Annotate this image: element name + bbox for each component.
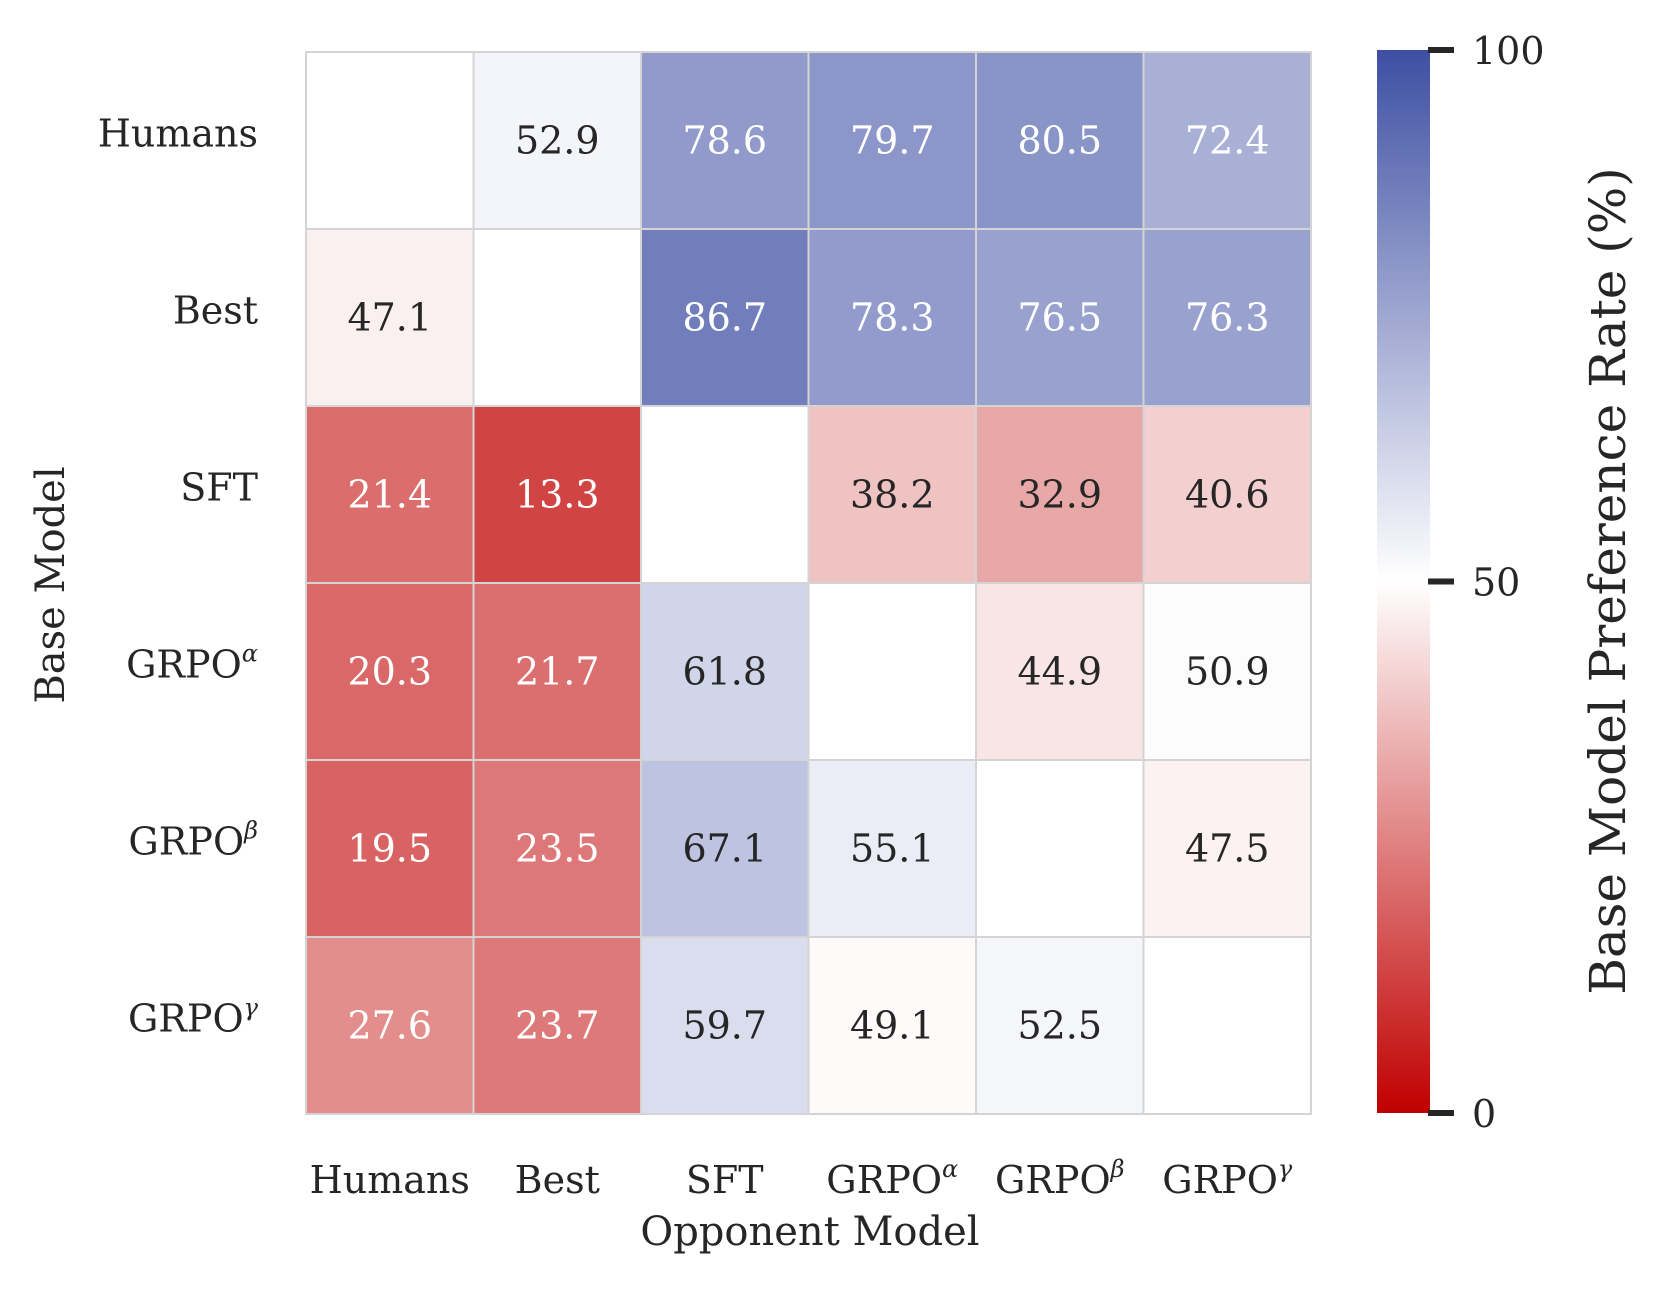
colorbar: 0 50 100 Base Model Preference Rate (%) [1377, 29, 1637, 1136]
heatmap-cell [472, 228, 642, 407]
heatmap-cell [975, 759, 1145, 938]
colorbar-tick-label: 50 [1472, 561, 1520, 605]
heatmap-cell [807, 51, 977, 230]
heatmap-cell [472, 759, 642, 938]
heatmap-cell [975, 405, 1145, 584]
cell-value-label: 49.1 [850, 1004, 935, 1048]
heatmap-cell [1142, 582, 1312, 761]
heatmap-cell [640, 759, 810, 938]
colorbar-tick-label: 100 [1472, 29, 1545, 73]
cell-value-label: 86.7 [682, 296, 767, 340]
cell-value-label: 40.6 [1185, 473, 1270, 517]
cell-value-label: 27.6 [347, 1004, 432, 1048]
heatmap-cell [472, 582, 642, 761]
cell-value-label: 47.1 [347, 296, 432, 340]
colorbar-gradient [1377, 50, 1430, 1113]
cell-value-label: 72.4 [1185, 119, 1270, 163]
cell-value-label: 79.7 [850, 119, 935, 163]
y-tick-label: GRPOβ [128, 817, 258, 864]
x-tick-label: GRPOγ [1162, 1155, 1293, 1202]
cell-value-label: 21.7 [515, 650, 600, 694]
heatmap-cell [305, 51, 475, 230]
heatmap-cell [472, 936, 642, 1115]
heatmap-cell [640, 51, 810, 230]
heatmap-cell [305, 582, 475, 761]
cell-value-label: 32.9 [1017, 473, 1102, 517]
cell-value-label: 76.5 [1017, 296, 1102, 340]
cell-value-label: 76.3 [1185, 296, 1270, 340]
cell-value-label: 50.9 [1185, 650, 1270, 694]
cell-value-label: 67.1 [682, 827, 767, 871]
x-tick-label: GRPOβ [995, 1155, 1125, 1202]
heatmap-cell [1142, 759, 1312, 938]
y-tick-label: GRPOα [126, 640, 258, 687]
cell-value-label: 21.4 [347, 473, 432, 517]
cell-value-label: 80.5 [1017, 119, 1102, 163]
heatmap-cell [807, 405, 977, 584]
cell-value-label: 38.2 [850, 473, 935, 517]
y-tick-label: SFT [180, 466, 258, 510]
heatmap-cell [807, 228, 977, 407]
colorbar-tick-label: 0 [1472, 1092, 1496, 1136]
cell-value-label: 52.9 [515, 119, 600, 163]
x-tick-label: SFT [686, 1158, 764, 1202]
colorbar-label: Base Model Preference Rate (%) [1579, 167, 1637, 995]
heatmap-cell [640, 936, 810, 1115]
y-tick-label: Best [173, 289, 258, 333]
x-tick-label: Humans [310, 1158, 470, 1202]
cell-value-label: 19.5 [347, 827, 432, 871]
heatmap-cell [1142, 936, 1312, 1115]
cell-value-label: 23.7 [515, 1004, 600, 1048]
heatmap-cell [305, 228, 475, 407]
heatmap-cell [807, 936, 977, 1115]
heatmap-cell [1142, 405, 1312, 584]
y-tick-label: Humans [98, 112, 258, 156]
cell-value-label: 55.1 [850, 827, 935, 871]
heatmap-cell-labels: 52.9 78.6 79.7 80.5 72.4 47.1 86.7 78.3 76.5 76.3… [347, 119, 1269, 1048]
x-tick-label: GRPOα [826, 1155, 958, 1202]
heatmap-cell [807, 582, 977, 761]
y-axis-label: Base Model [28, 466, 74, 703]
heatmap-cell [472, 405, 642, 584]
heatmap-cell [640, 582, 810, 761]
heatmap-cell [1142, 228, 1312, 407]
cell-value-label: 52.5 [1017, 1004, 1102, 1048]
cell-value-label: 61.8 [682, 650, 767, 694]
cell-value-label: 23.5 [515, 827, 600, 871]
y-tick-labels: Humans Best SFT GRPOα GRPOβ GRPOγ [98, 112, 259, 1041]
cell-value-label: 78.3 [850, 296, 935, 340]
cell-value-label: 59.7 [682, 1004, 767, 1048]
heatmap-cell [975, 582, 1145, 761]
heatmap-cells [305, 51, 1312, 1115]
x-tick-label: Best [515, 1158, 600, 1202]
cell-value-label: 13.3 [515, 473, 600, 517]
cell-value-label: 44.9 [1017, 650, 1102, 694]
heatmap-cell [975, 51, 1145, 230]
heatmap-cell [640, 405, 810, 584]
cell-value-label: 20.3 [347, 650, 432, 694]
heatmap-cell [1142, 51, 1312, 230]
heatmap-cell [472, 51, 642, 230]
heatmap-cell [305, 759, 475, 938]
cell-value-label: 47.5 [1185, 827, 1270, 871]
x-axis-label: Opponent Model [640, 1209, 979, 1255]
x-tick-labels: Humans Best SFT GRPOα GRPOβ GRPOγ [310, 1155, 1293, 1202]
cell-value-label: 78.6 [682, 119, 767, 163]
y-tick-label: GRPOγ [128, 994, 259, 1041]
colorbar-ticks: 0 50 100 [1428, 29, 1545, 1136]
